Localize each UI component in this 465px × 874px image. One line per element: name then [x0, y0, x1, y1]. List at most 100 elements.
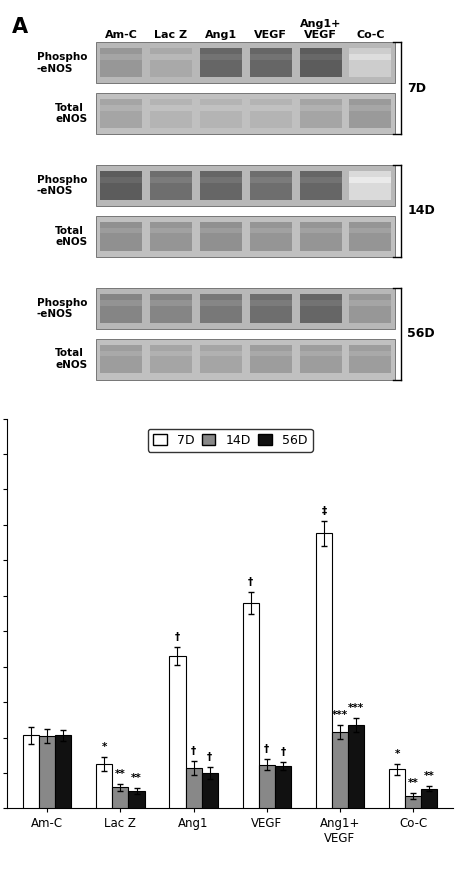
Bar [350, 171, 392, 200]
Bar [259, 765, 275, 808]
Bar [299, 345, 341, 373]
Bar [150, 350, 192, 357]
Text: Total
eNOS: Total eNOS [55, 349, 87, 370]
Text: †: † [280, 746, 286, 757]
Text: **: ** [424, 771, 435, 780]
Bar [250, 177, 292, 183]
Text: †: † [207, 753, 212, 762]
Bar [250, 295, 292, 323]
Bar [299, 48, 341, 77]
Bar [100, 300, 142, 306]
Bar [250, 350, 292, 357]
Text: **: ** [131, 773, 142, 783]
Bar [150, 295, 192, 323]
Bar [96, 216, 395, 257]
Bar [200, 222, 242, 251]
Bar [200, 54, 242, 60]
Bar [150, 300, 192, 306]
Bar [350, 345, 392, 373]
Text: *: * [102, 742, 107, 752]
Text: **: ** [408, 778, 418, 787]
Bar [250, 105, 292, 111]
Bar [250, 228, 292, 233]
Bar [100, 171, 142, 200]
Bar [150, 345, 192, 373]
Bar [200, 300, 242, 306]
Bar [100, 99, 142, 128]
Bar [299, 171, 341, 200]
Bar [100, 177, 142, 183]
Bar [39, 736, 55, 808]
Bar [100, 350, 142, 357]
Bar [299, 295, 341, 323]
Bar [200, 99, 242, 128]
Bar [150, 99, 192, 128]
Bar [100, 54, 142, 60]
Text: Total
eNOS: Total eNOS [55, 103, 87, 124]
Bar [405, 795, 421, 808]
Bar [200, 295, 242, 323]
Bar [96, 42, 395, 83]
Bar [100, 48, 142, 77]
Bar [250, 345, 292, 373]
Bar [421, 788, 437, 808]
Bar [350, 222, 392, 251]
Bar [299, 222, 341, 251]
Bar [299, 105, 341, 111]
Bar [100, 228, 142, 233]
Bar [250, 300, 292, 306]
Bar [299, 300, 341, 306]
Bar [350, 177, 392, 183]
Text: Phospho
-eNOS: Phospho -eNOS [37, 298, 87, 319]
Bar [250, 222, 292, 251]
Bar [96, 93, 395, 134]
Text: *: * [394, 749, 400, 759]
Bar [250, 54, 292, 60]
Bar [150, 171, 192, 200]
Text: Lac Z: Lac Z [154, 31, 187, 40]
Bar [55, 735, 71, 808]
Text: Ang1+
VEGF: Ang1+ VEGF [300, 19, 341, 40]
Bar [275, 766, 291, 808]
Text: Phospho
-eNOS: Phospho -eNOS [37, 52, 87, 73]
Bar [332, 732, 348, 808]
Bar [350, 99, 392, 128]
Bar [299, 350, 341, 357]
Bar [150, 48, 192, 77]
Bar [350, 295, 392, 323]
Text: Am-C: Am-C [105, 31, 138, 40]
Bar [200, 171, 242, 200]
Bar [250, 171, 292, 200]
Bar [299, 228, 341, 233]
Bar [350, 300, 392, 306]
Bar [250, 99, 292, 128]
Bar [96, 338, 395, 379]
Text: VEGF: VEGF [254, 31, 287, 40]
Bar [350, 48, 392, 77]
Text: †: † [191, 746, 196, 756]
Bar [350, 105, 392, 111]
Bar [100, 295, 142, 323]
Bar [169, 656, 186, 808]
Text: Ang1: Ang1 [205, 31, 237, 40]
Legend: 7D, 14D, 56D: 7D, 14D, 56D [148, 429, 312, 452]
Bar [96, 764, 113, 808]
Bar [150, 105, 192, 111]
Bar [250, 48, 292, 77]
Bar [202, 773, 218, 808]
Text: 7D: 7D [407, 81, 426, 94]
Text: †: † [264, 744, 269, 754]
Text: Co-C: Co-C [356, 31, 385, 40]
Bar [113, 787, 128, 808]
Bar [389, 769, 405, 808]
Text: †: † [175, 632, 180, 642]
Bar [316, 533, 332, 808]
Bar [150, 177, 192, 183]
Text: Phospho
-eNOS: Phospho -eNOS [37, 175, 87, 197]
Text: A: A [12, 17, 27, 37]
Bar [200, 105, 242, 111]
Bar [299, 177, 341, 183]
Bar [150, 54, 192, 60]
Bar [96, 165, 395, 206]
Bar [200, 345, 242, 373]
